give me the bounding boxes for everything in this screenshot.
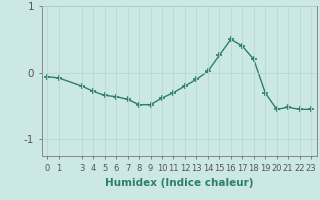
X-axis label: Humidex (Indice chaleur): Humidex (Indice chaleur): [105, 178, 253, 188]
